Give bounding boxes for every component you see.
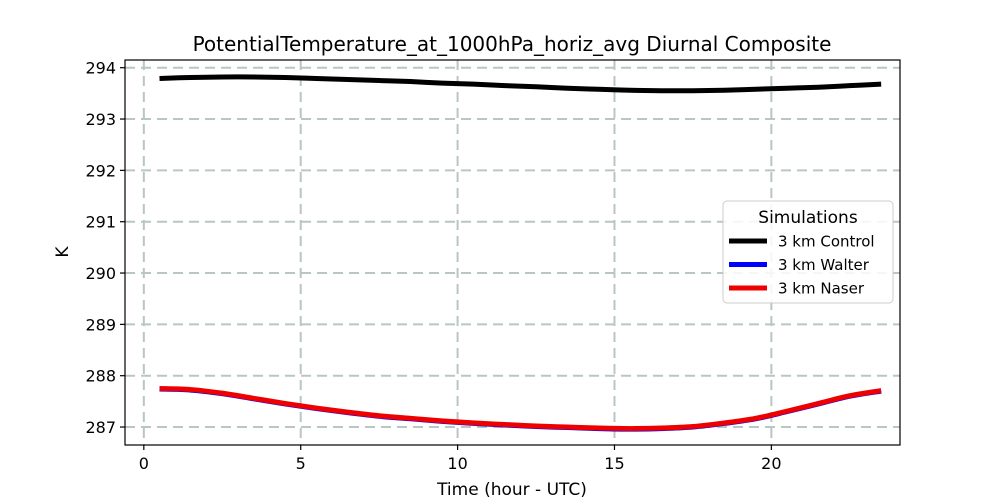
x-axis-label: Time (hour - UTC) (436, 480, 587, 500)
plot-frame (124, 59, 901, 446)
legend-label-3-km-naser: 3 km Naser (778, 280, 865, 298)
x-tick-label: 15 (604, 454, 624, 473)
y-axis-label: K (53, 246, 73, 258)
chart-title: PotentialTemperature_at_1000hPa_horiz_av… (193, 32, 832, 56)
legend-title: Simulations (758, 208, 858, 228)
series-line-3-km-control (159, 74, 882, 94)
legend-box (722, 200, 894, 304)
y-tick-label: 293 (85, 110, 116, 129)
series-line-3-km-naser (159, 386, 882, 432)
legend-label-3-km-walter: 3 km Walter (778, 256, 870, 274)
y-tick-label: 294 (85, 59, 116, 78)
y-tick-label: 288 (85, 367, 116, 386)
y-tick-label: 287 (85, 418, 116, 437)
series-layer (159, 74, 882, 432)
y-tick-label: 289 (85, 315, 116, 334)
y-tick-label: 292 (85, 161, 116, 180)
legend-entries: 3 km Control 3 km Walter 3 km Naser (729, 233, 875, 298)
x-tick-label: 0 (139, 454, 149, 473)
y-tick-label: 291 (85, 213, 116, 232)
x-tick-label: 20 (761, 454, 781, 473)
ticks-layer: 0 5 10 15 20 287 288 289 290 291 292 293 294 (85, 59, 781, 473)
legend-label-3-km-control: 3 km Control (778, 233, 875, 251)
y-tick-label: 290 (85, 264, 116, 283)
x-tick-label: 5 (296, 454, 306, 473)
x-tick-label: 10 (447, 454, 467, 473)
